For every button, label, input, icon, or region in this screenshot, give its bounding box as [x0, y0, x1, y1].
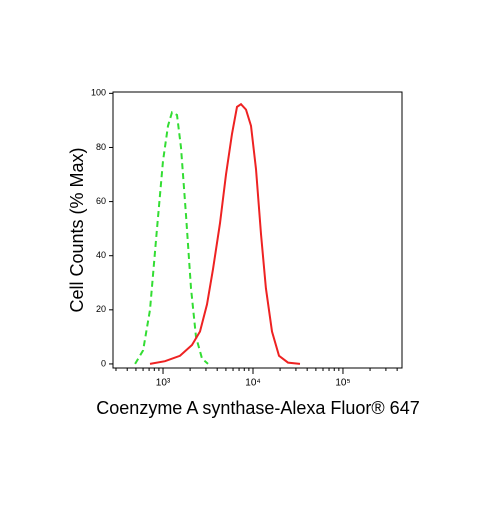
y-tick-label: 100	[91, 88, 106, 98]
y-axis-label: Cell Counts (% Max)	[67, 147, 87, 312]
plot-frame	[112, 91, 403, 369]
y-tick-label: 40	[96, 250, 106, 260]
histogram-line	[149, 102, 301, 365]
x-axis-label: Coenzyme A synthase-Alexa Fluor® 647	[96, 398, 419, 418]
y-tick-label: 60	[96, 196, 106, 206]
y-tick-label: 80	[96, 142, 106, 152]
x-tick-label: 10⁴	[245, 378, 260, 389]
histogram-line	[134, 110, 209, 365]
x-tick-label: 10⁵	[335, 378, 350, 389]
y-tick-label: 20	[96, 304, 106, 314]
x-tick-label: 10³	[156, 378, 171, 389]
y-tick-label: 0	[101, 358, 106, 368]
